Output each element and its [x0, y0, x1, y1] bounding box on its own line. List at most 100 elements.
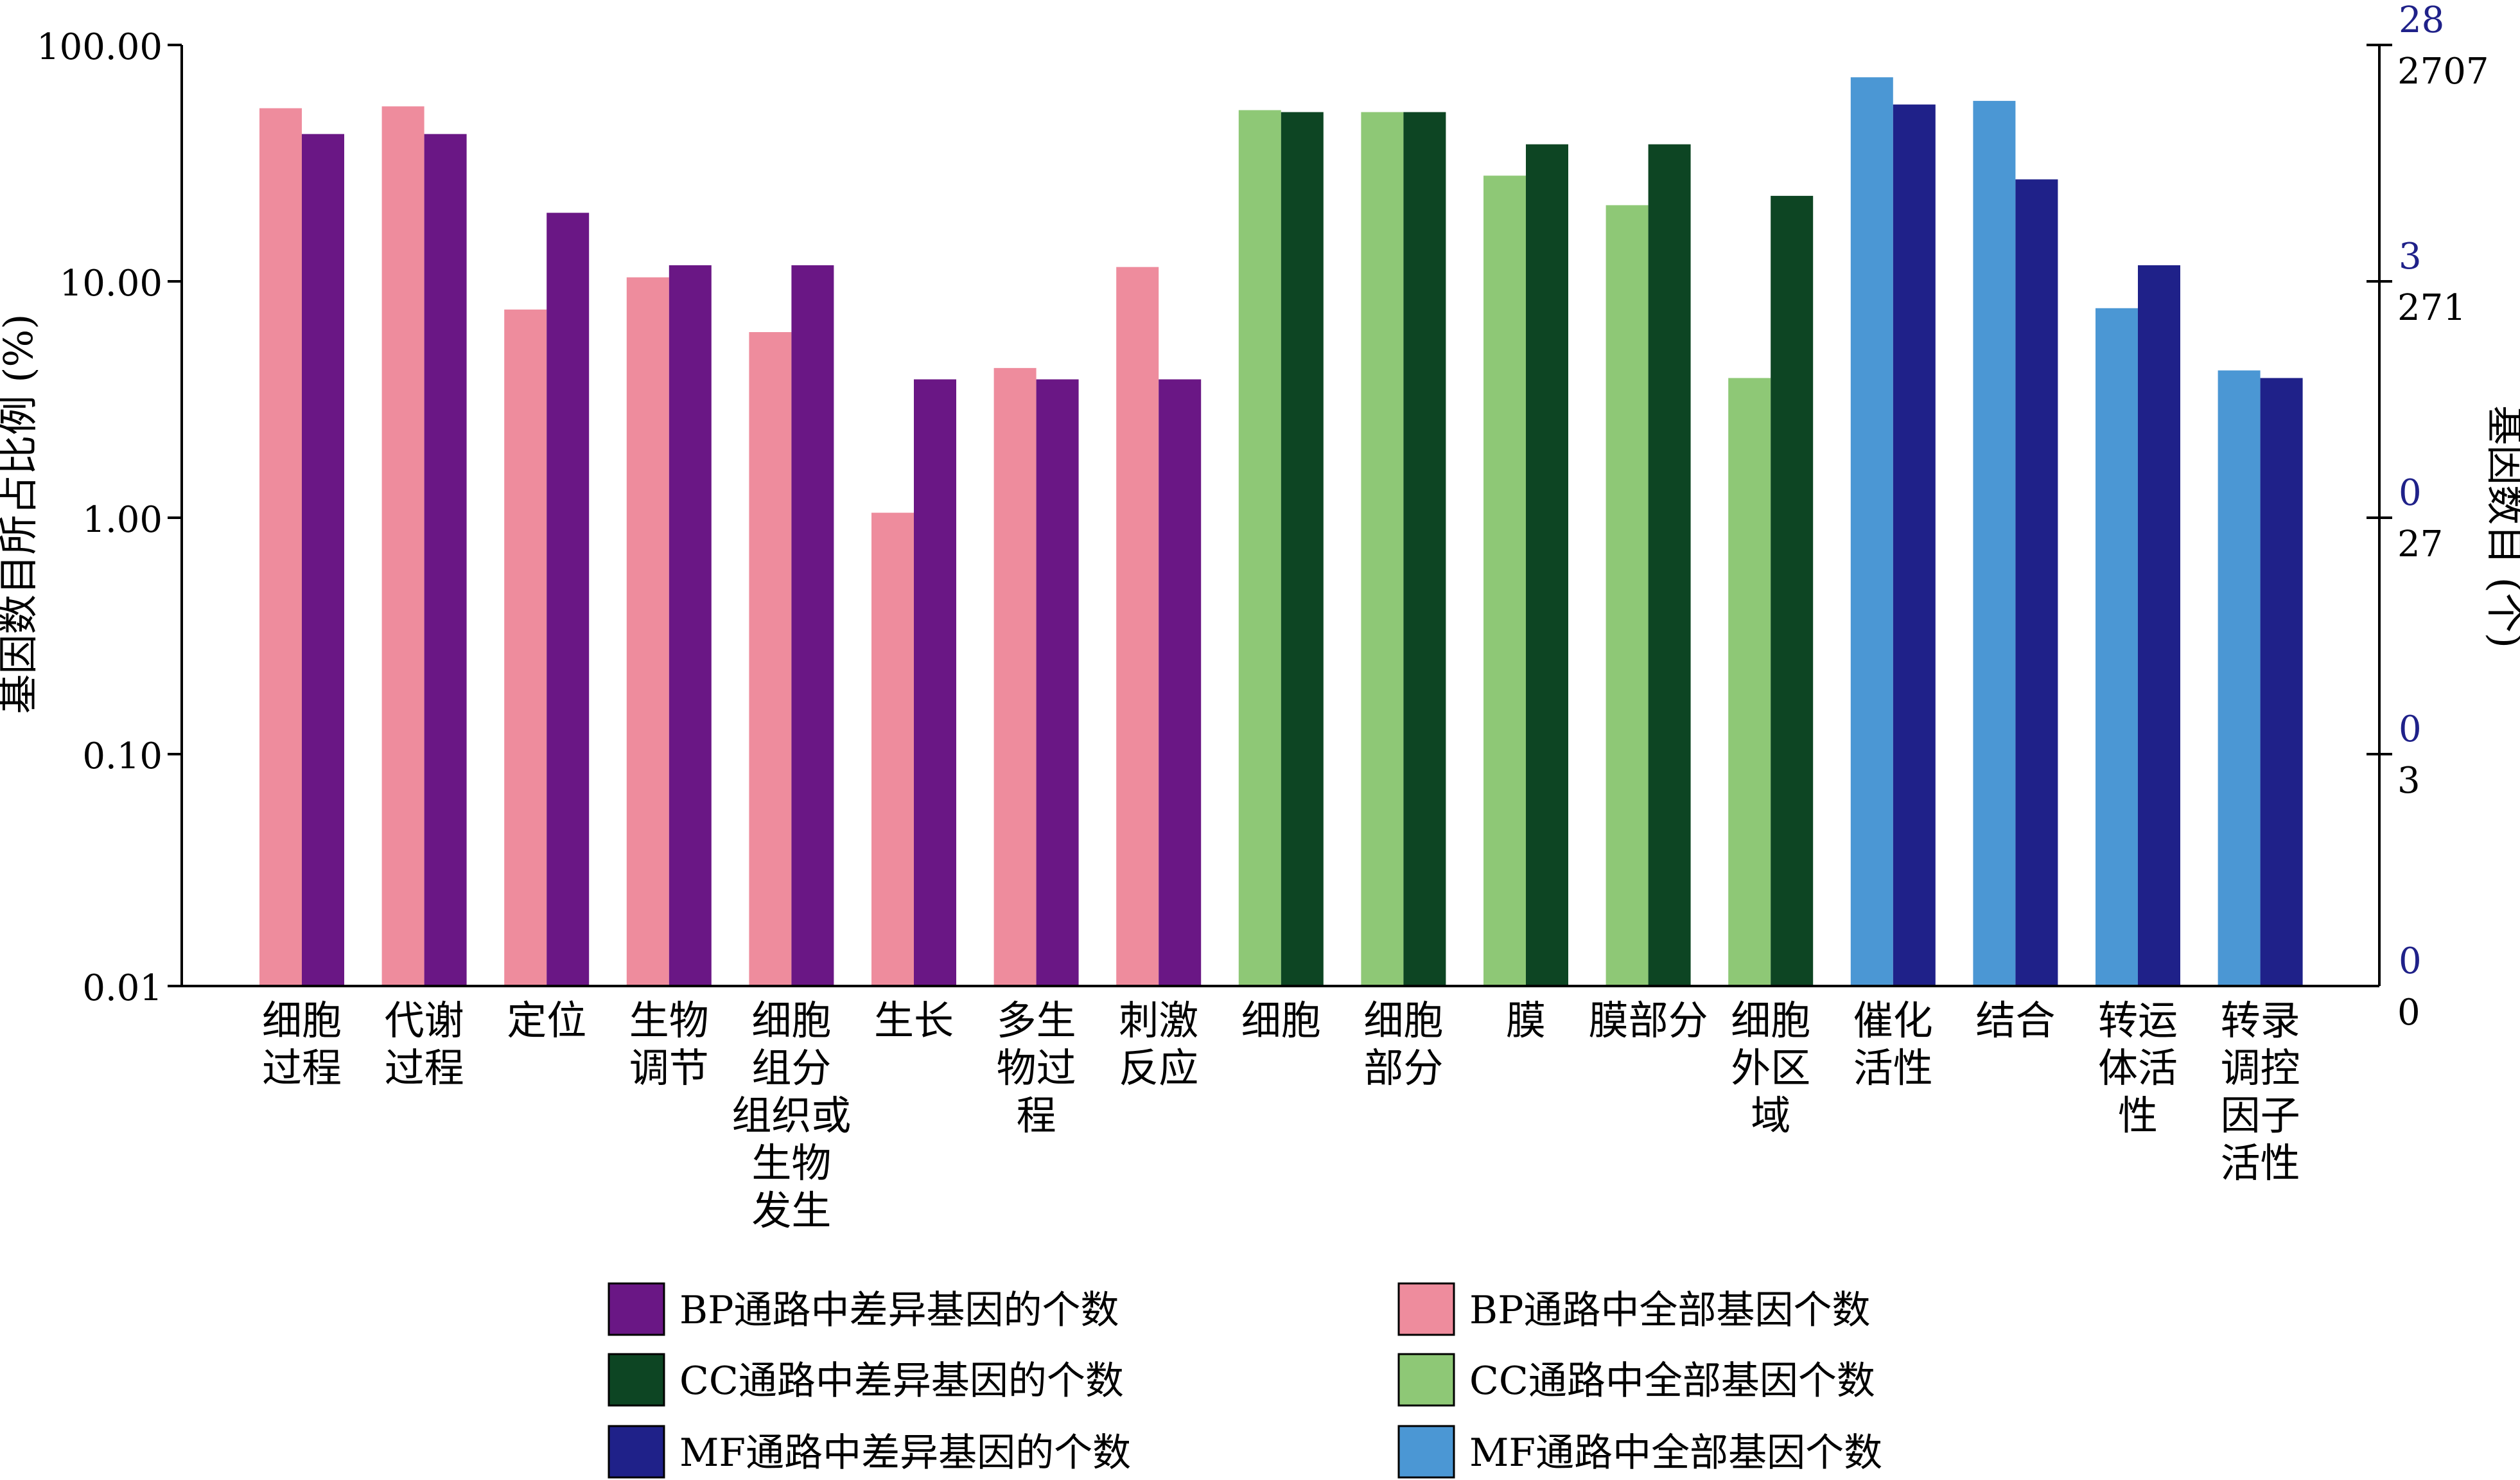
- right-tick-label-blue: 0: [2399, 709, 2422, 750]
- legend-swatch: [1397, 1282, 1455, 1336]
- right-tick-label-blue: 3: [2399, 236, 2422, 278]
- bar-all-genes: [1361, 112, 1404, 987]
- left-tick-label: 100.00: [37, 26, 162, 68]
- x-tick-label: 生物: [629, 997, 709, 1044]
- x-tick-label: 组织或: [731, 1092, 851, 1139]
- bar-all-genes: [2096, 308, 2138, 986]
- x-tick-label: 催化: [1853, 997, 1933, 1044]
- bar-all-genes: [259, 108, 302, 986]
- legend-swatch: [608, 1282, 665, 1336]
- x-tick-label: 生长: [874, 997, 954, 1044]
- x-tick-label: 转运: [2098, 997, 2178, 1044]
- x-tick-label: 调控: [2221, 1044, 2300, 1091]
- legend-label: BP通路中差异基因的个数: [679, 1288, 1119, 1333]
- bar-all-genes: [1606, 205, 1649, 986]
- bar-de-genes: [2015, 179, 2058, 986]
- x-tick-label: 物过: [997, 1044, 1076, 1091]
- bar-all-genes: [1483, 175, 1526, 987]
- legend-label: CC通路中全部基因个数: [1469, 1359, 1875, 1404]
- right-tick-label: 27: [2397, 524, 2443, 565]
- left-axis-label: 基因数目所占比例 (%): [0, 314, 42, 714]
- legend: BP通路中差异基因的个数 BP通路中全部基因个数 CC通路中差异基因的个数 CC通路中…: [608, 1282, 1882, 1479]
- bar-all-genes: [1728, 378, 1771, 986]
- bar-de-genes: [914, 379, 956, 986]
- x-tick-label: 膜部分: [1589, 997, 1708, 1044]
- right-tick-label-blue: 0: [2399, 940, 2422, 982]
- bar-de-genes: [791, 265, 834, 986]
- legend-swatch: [1397, 1353, 1455, 1407]
- bar-de-genes: [2138, 265, 2180, 986]
- x-tick-label: 性: [2118, 1092, 2158, 1139]
- x-tick-label: 体活: [2098, 1044, 2178, 1091]
- x-tick-label: 组分: [751, 1044, 831, 1091]
- bar-de-genes: [1893, 104, 1936, 987]
- left-tick-label: 0.10: [82, 736, 162, 777]
- x-tick-label: 外区: [1731, 1044, 1810, 1091]
- axes-group: [180, 45, 2381, 987]
- bar-de-genes: [547, 213, 590, 986]
- x-tick-label: 细胞: [1363, 997, 1443, 1044]
- x-tick-label: 部分: [1363, 1044, 1443, 1091]
- bar-de-genes: [2260, 378, 2303, 986]
- right-tick-label: 3: [2397, 760, 2420, 802]
- bar-de-genes: [1403, 112, 1446, 987]
- left-tick-label: 1.00: [82, 499, 162, 541]
- x-tick-label: 细胞: [751, 997, 831, 1044]
- x-tick-label: 活性: [2221, 1140, 2300, 1186]
- x-tick-label: 多生: [997, 997, 1076, 1044]
- bar-all-genes: [504, 309, 547, 986]
- left-axis-ticks: 0.01 0.10 1.00 10.00 100.00: [37, 26, 182, 1009]
- x-tick-label: 域: [1751, 1092, 1790, 1139]
- right-axis-label: 基因数目 (个): [2482, 405, 2520, 648]
- bar-all-genes: [1238, 110, 1281, 987]
- x-tick-label: 细胞: [262, 997, 342, 1044]
- x-tick-label: 反应: [1119, 1044, 1198, 1091]
- bars-group: [259, 77, 2303, 987]
- right-tick-label: 2707: [2397, 51, 2489, 92]
- x-tick-label: 定位: [507, 997, 586, 1044]
- bar-all-genes: [626, 277, 669, 987]
- bar-all-genes: [993, 367, 1037, 986]
- right-tick-label: 271: [2397, 287, 2466, 329]
- bar-all-genes: [1973, 101, 2016, 987]
- bar-all-genes: [2218, 370, 2261, 986]
- x-tick-label: 刺激: [1119, 997, 1198, 1044]
- right-tick-label-blue: 0: [2399, 472, 2422, 514]
- bar-all-genes: [1116, 267, 1159, 986]
- bar-de-genes: [1526, 144, 1568, 986]
- x-tick-label: 因子: [2221, 1092, 2300, 1139]
- x-tick-label: 活性: [1853, 1044, 1933, 1091]
- bar-de-genes: [1159, 379, 1202, 986]
- bar-de-genes: [1281, 112, 1324, 987]
- bar-all-genes: [749, 331, 792, 986]
- legend-label: MF通路中全部基因个数: [1469, 1431, 1882, 1476]
- legend-swatch: [608, 1353, 665, 1407]
- left-tick-label: 10.00: [60, 263, 162, 304]
- bar-de-genes: [1036, 379, 1079, 986]
- bar-de-genes: [302, 134, 344, 986]
- x-tick-label: 程: [1017, 1092, 1056, 1139]
- bar-de-genes: [1771, 195, 1814, 986]
- x-tick-label: 转录: [2221, 997, 2300, 1044]
- legend-label: CC通路中差异基因的个数: [679, 1359, 1124, 1404]
- left-tick-label: 0.01: [82, 967, 162, 1009]
- right-tick-label-blue: 28: [2399, 0, 2444, 41]
- bar-de-genes: [669, 265, 712, 986]
- legend-swatch: [608, 1425, 665, 1479]
- bar-all-genes: [871, 513, 914, 986]
- x-tick-label: 生物: [751, 1140, 831, 1186]
- x-tick-label: 发生: [751, 1187, 831, 1234]
- x-tick-label: 膜: [1506, 997, 1546, 1044]
- x-tick-label: 过程: [385, 1044, 464, 1091]
- x-tick-label: 细胞: [1731, 997, 1810, 1044]
- x-tick-label: 调节: [629, 1044, 709, 1091]
- x-tick-label: 过程: [262, 1044, 342, 1091]
- bar-de-genes: [1648, 144, 1691, 986]
- right-axis-ticks: 2707 28 271 3 27 0 3 0 0 0: [2367, 0, 2489, 1034]
- legend-label: BP通路中全部基因个数: [1469, 1288, 1870, 1333]
- x-tick-label: 细胞: [1241, 997, 1321, 1044]
- legend-label: MF通路中差异基因的个数: [679, 1431, 1131, 1476]
- bar-all-genes: [381, 106, 424, 987]
